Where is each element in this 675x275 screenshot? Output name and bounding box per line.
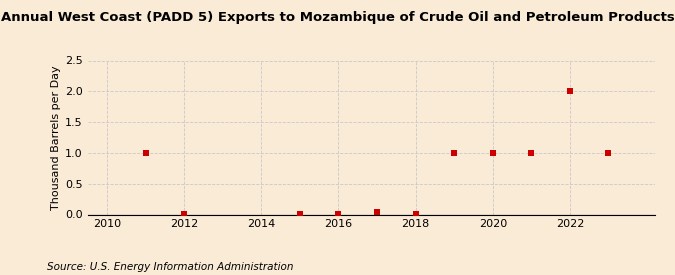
Point: [140, 151, 151, 155]
Y-axis label: Thousand Barrels per Day: Thousand Barrels per Day: [51, 65, 61, 210]
Point: [179, 212, 190, 216]
Point: [526, 151, 537, 155]
Point: [449, 151, 460, 155]
Text: Annual West Coast (PADD 5) Exports to Mozambique of Crude Oil and Petroleum Prod: Annual West Coast (PADD 5) Exports to Mo…: [1, 11, 674, 24]
Point: [333, 212, 344, 216]
Point: [603, 151, 614, 155]
Text: Source: U.S. Energy Information Administration: Source: U.S. Energy Information Administ…: [47, 262, 294, 272]
Point: [564, 89, 575, 94]
Point: [410, 212, 421, 216]
Point: [294, 212, 305, 216]
Point: [372, 210, 383, 214]
Point: [487, 151, 498, 155]
